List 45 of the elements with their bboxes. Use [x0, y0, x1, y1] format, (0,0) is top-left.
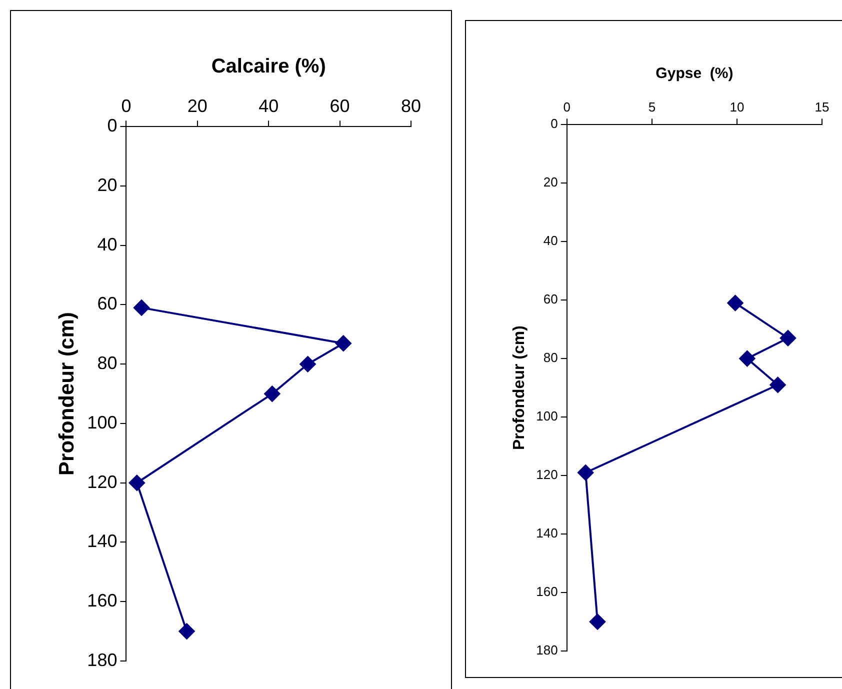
point	[335, 335, 352, 352]
y-tick-label: 40	[543, 233, 558, 248]
point	[128, 474, 145, 491]
point	[264, 386, 280, 402]
y-tick-label: 180	[87, 650, 118, 670]
point	[739, 350, 756, 367]
x-tick-label: 0	[563, 99, 571, 114]
y-tick-label: 180	[536, 642, 558, 658]
point	[134, 300, 150, 316]
point	[590, 614, 606, 630]
point	[727, 294, 744, 311]
y-tick-label: 100	[87, 412, 118, 432]
x-tick-label: 80	[400, 96, 422, 116]
y-tick-label: 140	[87, 531, 118, 552]
y-tick-label: 120	[87, 472, 118, 492]
y-tick-label: 0	[107, 116, 118, 136]
point	[178, 623, 195, 640]
x-tick-label: 40	[258, 96, 279, 116]
x-tick-label: 5	[648, 99, 656, 114]
y-tick-label: 160	[536, 584, 558, 600]
y-tick-label: 60	[543, 292, 558, 307]
y-tick-label: 20	[543, 174, 558, 190]
x-tick-label: 20	[187, 96, 208, 116]
point	[578, 464, 594, 481]
y-tick-label: 20	[97, 174, 118, 195]
x-tick-label: 0	[121, 96, 132, 116]
point	[780, 330, 796, 346]
point	[770, 376, 786, 393]
y-tick-label: 80	[97, 353, 118, 374]
x-tick-label: 10	[730, 99, 744, 114]
y-tick-label: 120	[536, 467, 558, 482]
y-tick-label: 140	[536, 526, 558, 541]
x-axis-title: Gypse (%)	[656, 65, 734, 82]
y-tick-label: 80	[543, 350, 558, 366]
y-axis-title: Profondeur (cm)	[55, 312, 78, 476]
y-tick-label: 60	[97, 294, 118, 314]
y-tick-label: 160	[87, 590, 118, 611]
y-tick-label: 0	[550, 116, 558, 132]
point	[300, 356, 316, 372]
x-tick-label: 60	[330, 96, 350, 116]
x-tick-label: 15	[814, 99, 830, 114]
y-tick-label: 100	[536, 408, 558, 424]
y-tick-label: 40	[97, 234, 118, 254]
y-axis-title: Profondeur (cm)	[511, 326, 528, 450]
x-axis-title: Calcaire (%)	[211, 56, 326, 78]
